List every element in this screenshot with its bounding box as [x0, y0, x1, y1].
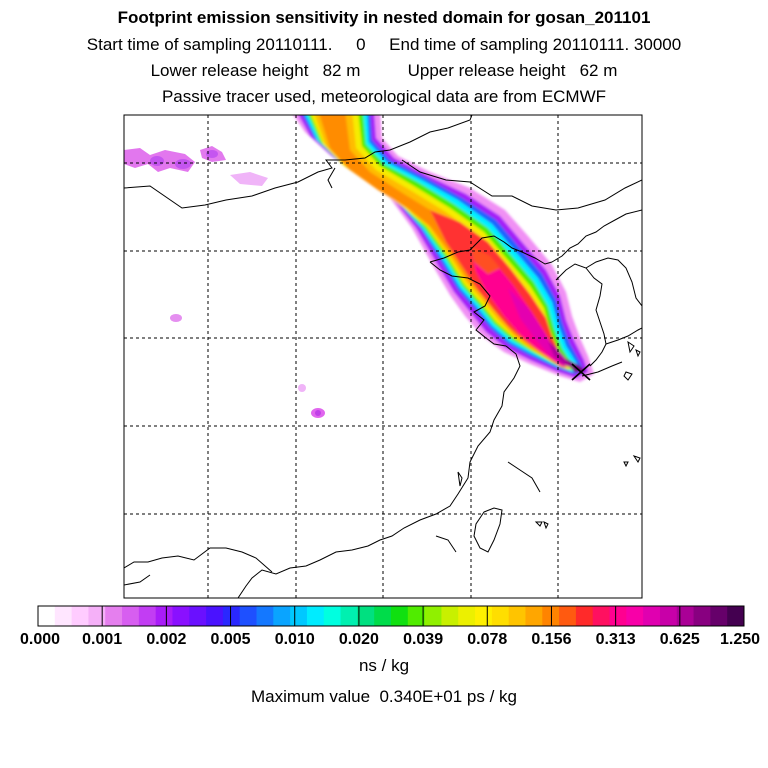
colorbar-tick-label: 0.039: [403, 631, 443, 648]
color-swatch: [206, 606, 224, 626]
color-swatch: [491, 606, 510, 626]
colorbar-tick-label: 0.005: [211, 631, 251, 648]
colorbar-tick-label: 0.010: [275, 631, 315, 648]
color-swatch: [189, 606, 207, 626]
colorbar-tick-label: 0.002: [146, 631, 186, 648]
color-swatch: [659, 606, 678, 626]
color-swatch: [727, 606, 745, 626]
colorbar-frame: [37, 605, 745, 627]
color-swatch: [592, 606, 611, 626]
color-swatch: [542, 606, 560, 626]
color-swatch: [676, 606, 695, 626]
color-swatch: [155, 606, 173, 626]
color-swatch: [71, 606, 89, 626]
color-swatch: [38, 606, 56, 626]
color-swatch: [357, 606, 375, 626]
color-swatch: [441, 606, 459, 626]
color-swatch: [105, 606, 123, 626]
color-swatch: [458, 606, 476, 626]
colorbar-tick-label: 0.078: [467, 631, 507, 648]
color-swatch: [407, 606, 426, 626]
color-swatch: [273, 606, 291, 626]
color-swatch: [222, 606, 241, 626]
color-swatch: [239, 606, 258, 626]
color-swatch: [710, 606, 728, 626]
color-swatch: [643, 606, 661, 626]
color-swatch: [323, 606, 342, 626]
color-swatch: [475, 606, 493, 626]
lat-lon-grid: [124, 115, 642, 598]
color-swatch: [374, 606, 392, 626]
color-swatch: [138, 606, 157, 626]
colorbar-tick-label: 0.156: [531, 631, 571, 648]
legend-unit: ns / kg: [358, 656, 410, 675]
receptor-site-marker: [571, 363, 591, 381]
color-legend: 0.000 0.001 0.002 0.005 0.010 0.020 0.039 0.078…: [20, 605, 760, 648]
tracer-info: Passive tracer used, meteorological data…: [161, 87, 607, 106]
colorbar-tick-label: 0.020: [339, 631, 379, 648]
color-swatch: [424, 606, 442, 626]
release-heights: Lower release height 82 m Upper release …: [150, 61, 618, 80]
maximum-value: Maximum value 0.340E+01 ps / kg: [251, 687, 517, 706]
color-swatch: [391, 606, 409, 626]
colorbar-tick-label: 0.000: [20, 631, 60, 648]
color-swatch: [508, 606, 526, 626]
color-swatch: [256, 606, 274, 626]
color-swatch: [626, 606, 644, 626]
color-swatch: [122, 606, 140, 626]
color-swatch: [290, 606, 308, 626]
color-swatch: [575, 606, 594, 626]
colorbar-tick-label: 0.313: [596, 631, 636, 648]
sensitivity-plume: [124, 115, 642, 598]
color-swatch: [340, 606, 358, 626]
color-swatch: [54, 606, 73, 626]
map-frame: [123, 114, 643, 599]
weak-patches: [124, 146, 325, 418]
color-swatch: [88, 606, 106, 626]
color-swatch: [172, 606, 190, 626]
colorbar-tick-label: 1.250: [720, 631, 760, 648]
colorbar-tick-label: 0.625: [660, 631, 700, 648]
color-swatch: [559, 606, 577, 626]
color-swatch: [306, 606, 325, 626]
color-swatch: [525, 606, 543, 626]
map-title: Footprint emission sensitivity in nested…: [117, 8, 651, 27]
coastlines: [124, 115, 642, 598]
color-swatch: [609, 606, 627, 626]
colorbar-tick-label: 0.001: [82, 631, 122, 648]
color-swatch: [693, 606, 711, 626]
sampling-times: Start time of sampling 20110111. 0 End t…: [86, 35, 682, 54]
